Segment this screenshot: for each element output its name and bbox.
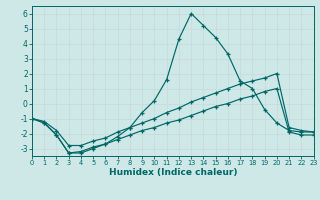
X-axis label: Humidex (Indice chaleur): Humidex (Indice chaleur) xyxy=(108,168,237,177)
